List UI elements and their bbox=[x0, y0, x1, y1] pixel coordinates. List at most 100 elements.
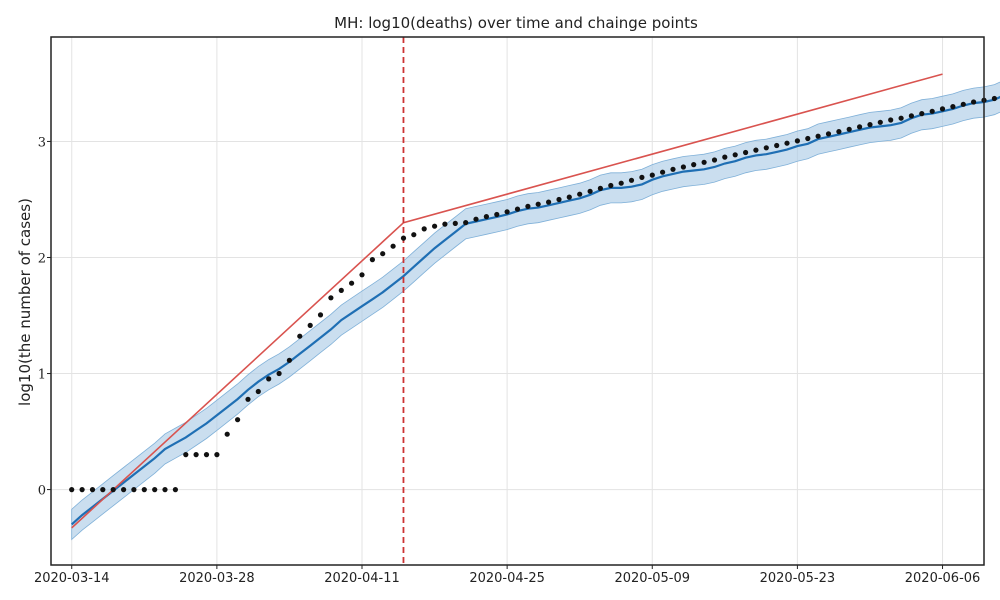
observed-point bbox=[255, 388, 261, 395]
observed-point bbox=[950, 104, 956, 110]
observed-point bbox=[79, 487, 85, 493]
observed-point bbox=[442, 221, 448, 227]
plot-frame bbox=[50, 36, 985, 566]
observed-point bbox=[224, 431, 230, 437]
observed-point bbox=[577, 191, 583, 197]
observed-point bbox=[525, 203, 531, 209]
y-tick-label: 0 bbox=[38, 484, 46, 499]
observed-point bbox=[587, 188, 593, 194]
observed-point bbox=[888, 117, 894, 123]
observed-point bbox=[753, 147, 759, 153]
observed-point bbox=[69, 487, 75, 493]
observed-point bbox=[359, 272, 365, 278]
observed-point bbox=[317, 312, 324, 318]
lines-group bbox=[70, 37, 1000, 565]
observed-point bbox=[245, 396, 251, 402]
observed-point bbox=[432, 223, 438, 229]
observed-point bbox=[608, 182, 614, 189]
observed-point bbox=[815, 133, 821, 139]
observed-point bbox=[369, 257, 375, 263]
observed-point bbox=[131, 487, 137, 493]
observed-point bbox=[400, 235, 407, 241]
uncertainty-band-group bbox=[71, 81, 1000, 541]
observed-point bbox=[794, 138, 801, 144]
observed-point bbox=[214, 452, 220, 458]
observed-point bbox=[121, 487, 127, 493]
observed-point bbox=[711, 157, 718, 163]
observed-point bbox=[110, 487, 116, 493]
observed-point bbox=[846, 126, 852, 132]
observed-point bbox=[100, 487, 106, 493]
observed-point bbox=[89, 487, 96, 493]
grid bbox=[51, 37, 984, 565]
observed-point bbox=[670, 166, 676, 172]
observed-point bbox=[183, 452, 189, 458]
y-tick-label: 3 bbox=[38, 135, 46, 150]
observed-points-group bbox=[69, 95, 998, 493]
observed-point bbox=[162, 487, 168, 493]
uncertainty-band bbox=[71, 81, 1000, 541]
observed-point bbox=[266, 376, 272, 382]
observed-point bbox=[732, 152, 738, 158]
observed-point bbox=[825, 131, 832, 137]
chart-title: MH: log10(deaths) over time and chainge … bbox=[334, 14, 698, 32]
observed-point bbox=[203, 452, 210, 458]
observed-point bbox=[971, 99, 977, 105]
observed-point bbox=[152, 487, 158, 493]
observed-point bbox=[722, 154, 728, 160]
observed-point bbox=[411, 232, 417, 238]
observed-point bbox=[463, 220, 469, 226]
observed-point bbox=[660, 169, 666, 175]
observed-point bbox=[680, 164, 687, 170]
observed-point bbox=[514, 206, 521, 212]
observed-point bbox=[307, 322, 313, 328]
observed-point bbox=[960, 101, 966, 107]
observed-point bbox=[235, 417, 241, 423]
observed-point bbox=[473, 216, 479, 222]
observed-point bbox=[546, 199, 552, 205]
observed-point bbox=[566, 194, 572, 200]
observed-point bbox=[535, 201, 541, 207]
observed-point bbox=[380, 251, 386, 257]
y-tick-label: 2 bbox=[38, 251, 46, 266]
observed-point bbox=[390, 243, 396, 249]
observed-point bbox=[556, 196, 562, 203]
y-axis-label: log10(the number of cases) bbox=[16, 198, 34, 406]
observed-point bbox=[193, 452, 199, 458]
forecast-line bbox=[70, 95, 1000, 526]
observed-point bbox=[338, 287, 344, 293]
observed-point bbox=[774, 142, 780, 149]
observed-point bbox=[618, 180, 624, 186]
x-tick-label: 2020-03-14 bbox=[34, 571, 110, 586]
observed-point bbox=[483, 214, 489, 220]
observed-point bbox=[836, 129, 842, 135]
observed-point bbox=[649, 172, 655, 178]
observed-point bbox=[857, 124, 863, 130]
observed-point bbox=[494, 211, 500, 218]
observed-point bbox=[349, 280, 355, 286]
observed-point bbox=[421, 226, 427, 232]
observed-point bbox=[452, 220, 458, 226]
observed-point bbox=[504, 209, 510, 215]
observed-point bbox=[939, 106, 946, 112]
observed-point bbox=[877, 119, 883, 125]
x-tick-label: 2020-04-11 bbox=[324, 571, 400, 586]
x-axis-ticks: 2020-03-14 2020-03-28 2020-04-11 2020-04-25… bbox=[34, 565, 980, 586]
observed-point bbox=[908, 113, 915, 119]
y-tick-label: 1 bbox=[38, 368, 46, 383]
observed-point bbox=[328, 295, 334, 301]
observed-point bbox=[639, 174, 645, 180]
observed-point bbox=[763, 145, 769, 151]
observed-point bbox=[297, 333, 303, 339]
observed-point bbox=[691, 162, 697, 168]
x-tick-label: 2020-05-23 bbox=[760, 571, 836, 586]
observed-point bbox=[743, 149, 749, 156]
observed-point bbox=[597, 185, 604, 191]
observed-point bbox=[141, 487, 147, 493]
x-tick-label: 2020-06-06 bbox=[905, 571, 981, 586]
observed-point bbox=[628, 177, 635, 183]
x-tick-label: 2020-04-25 bbox=[469, 571, 545, 586]
observed-point bbox=[898, 115, 904, 121]
observed-point bbox=[286, 357, 292, 363]
